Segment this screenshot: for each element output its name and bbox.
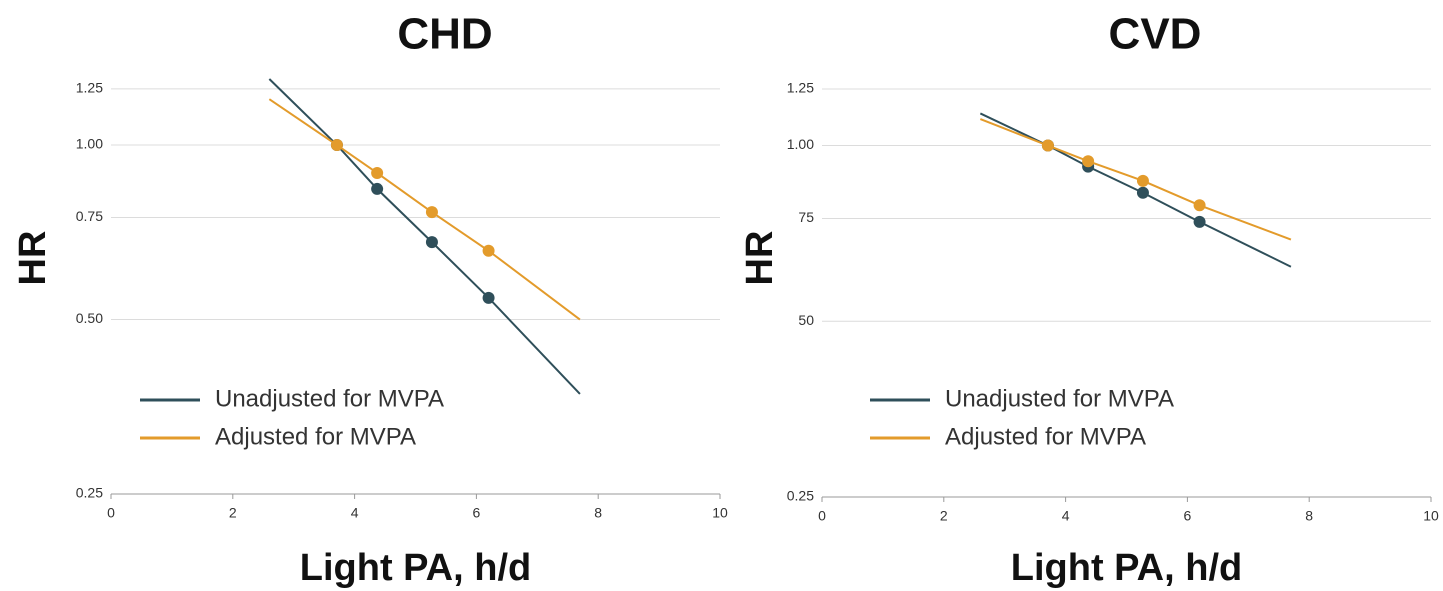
data-point <box>1041 139 1054 152</box>
data-point <box>371 166 384 179</box>
y-tick-label: 0.50 <box>76 310 103 326</box>
x-tick-label: 8 <box>1305 508 1313 524</box>
data-point <box>425 206 438 219</box>
y-tick-label: 75 <box>798 209 814 225</box>
x-tick-label: 10 <box>712 505 728 521</box>
x-tick-label: 0 <box>818 508 826 524</box>
legend-label: Adjusted for MVPA <box>215 423 416 450</box>
data-point <box>371 182 384 195</box>
y-tick-label: 1.00 <box>787 136 814 152</box>
y-axis-label: HR <box>739 231 781 286</box>
legend-label: Unadjusted for MVPA <box>945 385 1174 412</box>
x-tick-label: 4 <box>1062 508 1070 524</box>
y-tick-label: 1.00 <box>76 136 103 152</box>
x-tick-label: 6 <box>473 505 481 521</box>
y-tick-label: 0.25 <box>787 488 814 504</box>
x-tick-label: 0 <box>107 505 115 521</box>
data-point <box>1136 186 1149 199</box>
y-tick-label: 0.25 <box>76 485 103 501</box>
y-tick-label: 50 <box>798 312 814 328</box>
data-point <box>330 139 343 152</box>
legend-label: Unadjusted for MVPA <box>215 385 444 412</box>
y-tick-label: 1.25 <box>787 80 814 96</box>
data-point <box>1193 215 1206 228</box>
chart-title: CVD <box>1109 10 1202 59</box>
data-point <box>1193 199 1206 212</box>
series-line <box>268 78 581 395</box>
series-line <box>979 118 1292 241</box>
data-point <box>1136 174 1149 187</box>
series-line <box>268 98 581 321</box>
x-tick-label: 10 <box>1423 508 1439 524</box>
x-axis-label: Light PA, h/d <box>300 547 531 589</box>
chart-title: CHD <box>397 10 492 59</box>
x-tick-label: 6 <box>1184 508 1192 524</box>
data-point <box>482 244 495 257</box>
y-axis-label: HR <box>12 231 54 286</box>
y-tick-label: 0.75 <box>76 208 103 224</box>
data-point <box>425 236 438 249</box>
data-point <box>1082 155 1095 168</box>
x-tick-label: 2 <box>940 508 948 524</box>
y-tick-label: 1.25 <box>76 80 103 96</box>
legend-label: Adjusted for MVPA <box>945 423 1146 450</box>
x-tick-label: 8 <box>594 505 602 521</box>
x-tick-label: 4 <box>351 505 359 521</box>
x-axis-label: Light PA, h/d <box>1011 547 1242 589</box>
x-tick-label: 2 <box>229 505 237 521</box>
data-point <box>482 291 495 304</box>
